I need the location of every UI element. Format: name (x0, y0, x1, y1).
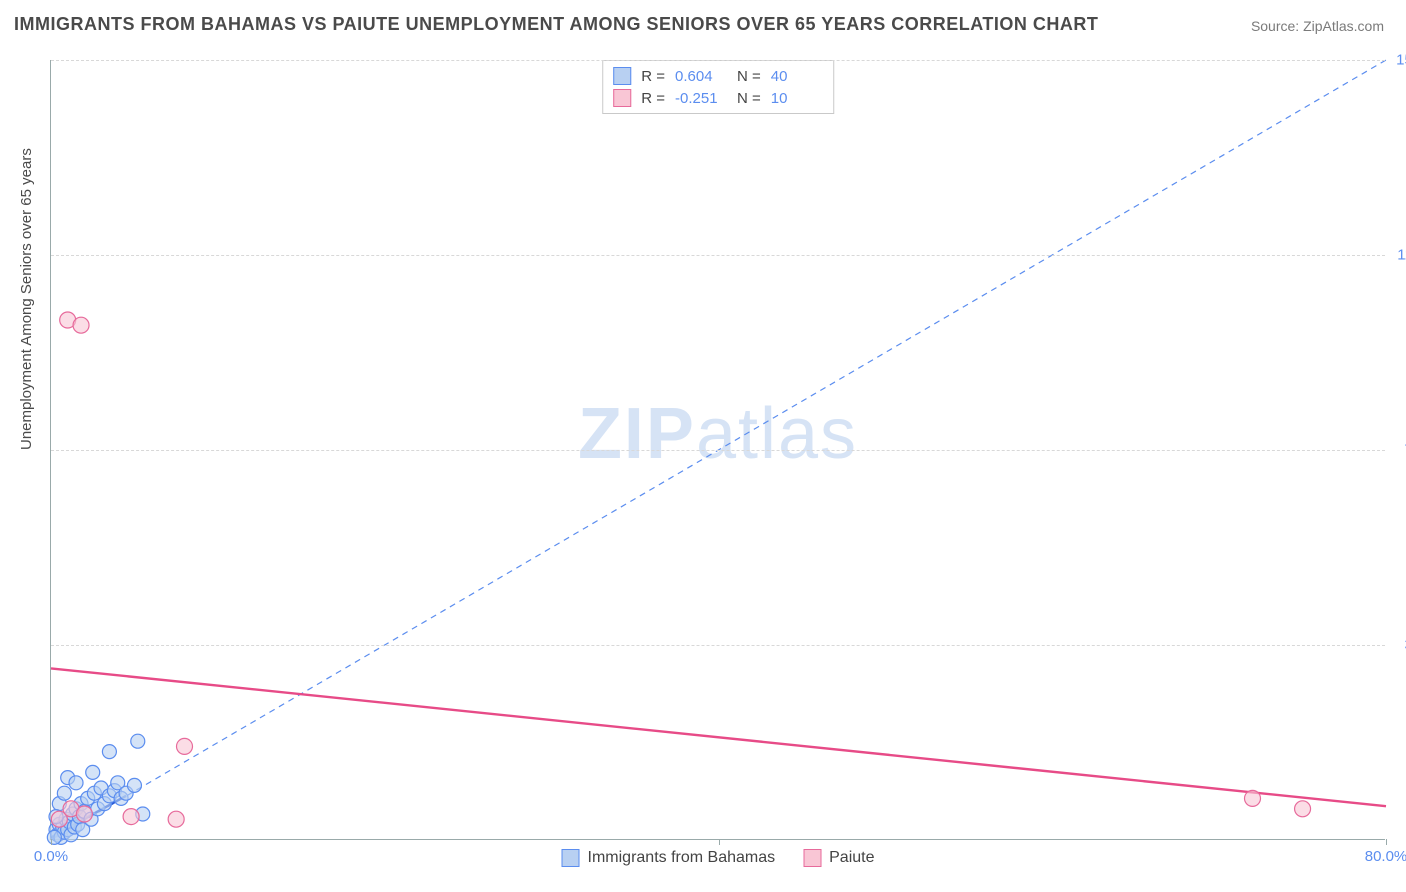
plot-area: ZIPatlas R = 0.604 N = 40 R = -0.251 N =… (50, 60, 1385, 840)
grid-line (51, 645, 1385, 646)
legend-label: Paiute (829, 849, 874, 867)
y-tick-label: 150.0% (1396, 52, 1406, 69)
source-attribution: Source: ZipAtlas.com (1251, 18, 1384, 34)
legend-label: Immigrants from Bahamas (588, 849, 776, 867)
x-tick (1386, 839, 1387, 845)
legend-swatch-blue (562, 849, 580, 867)
chart-title: IMMIGRANTS FROM BAHAMAS VS PAIUTE UNEMPL… (14, 14, 1098, 35)
grid-line (51, 450, 1385, 451)
x-tick-label: 80.0% (1365, 848, 1406, 865)
series-legend: Immigrants from Bahamas Paiute (562, 849, 875, 867)
grid-line (51, 60, 1385, 61)
x-tick (719, 839, 720, 845)
legend-item: Immigrants from Bahamas (562, 849, 776, 867)
y-tick-label: 112.5% (1397, 247, 1406, 264)
legend-swatch-pink (803, 849, 821, 867)
x-tick (51, 839, 52, 845)
x-tick-label: 0.0% (34, 848, 68, 865)
legend-item: Paiute (803, 849, 874, 867)
y-axis-label: Unemployment Among Seniors over 65 years (18, 148, 35, 450)
grid-line (51, 255, 1385, 256)
